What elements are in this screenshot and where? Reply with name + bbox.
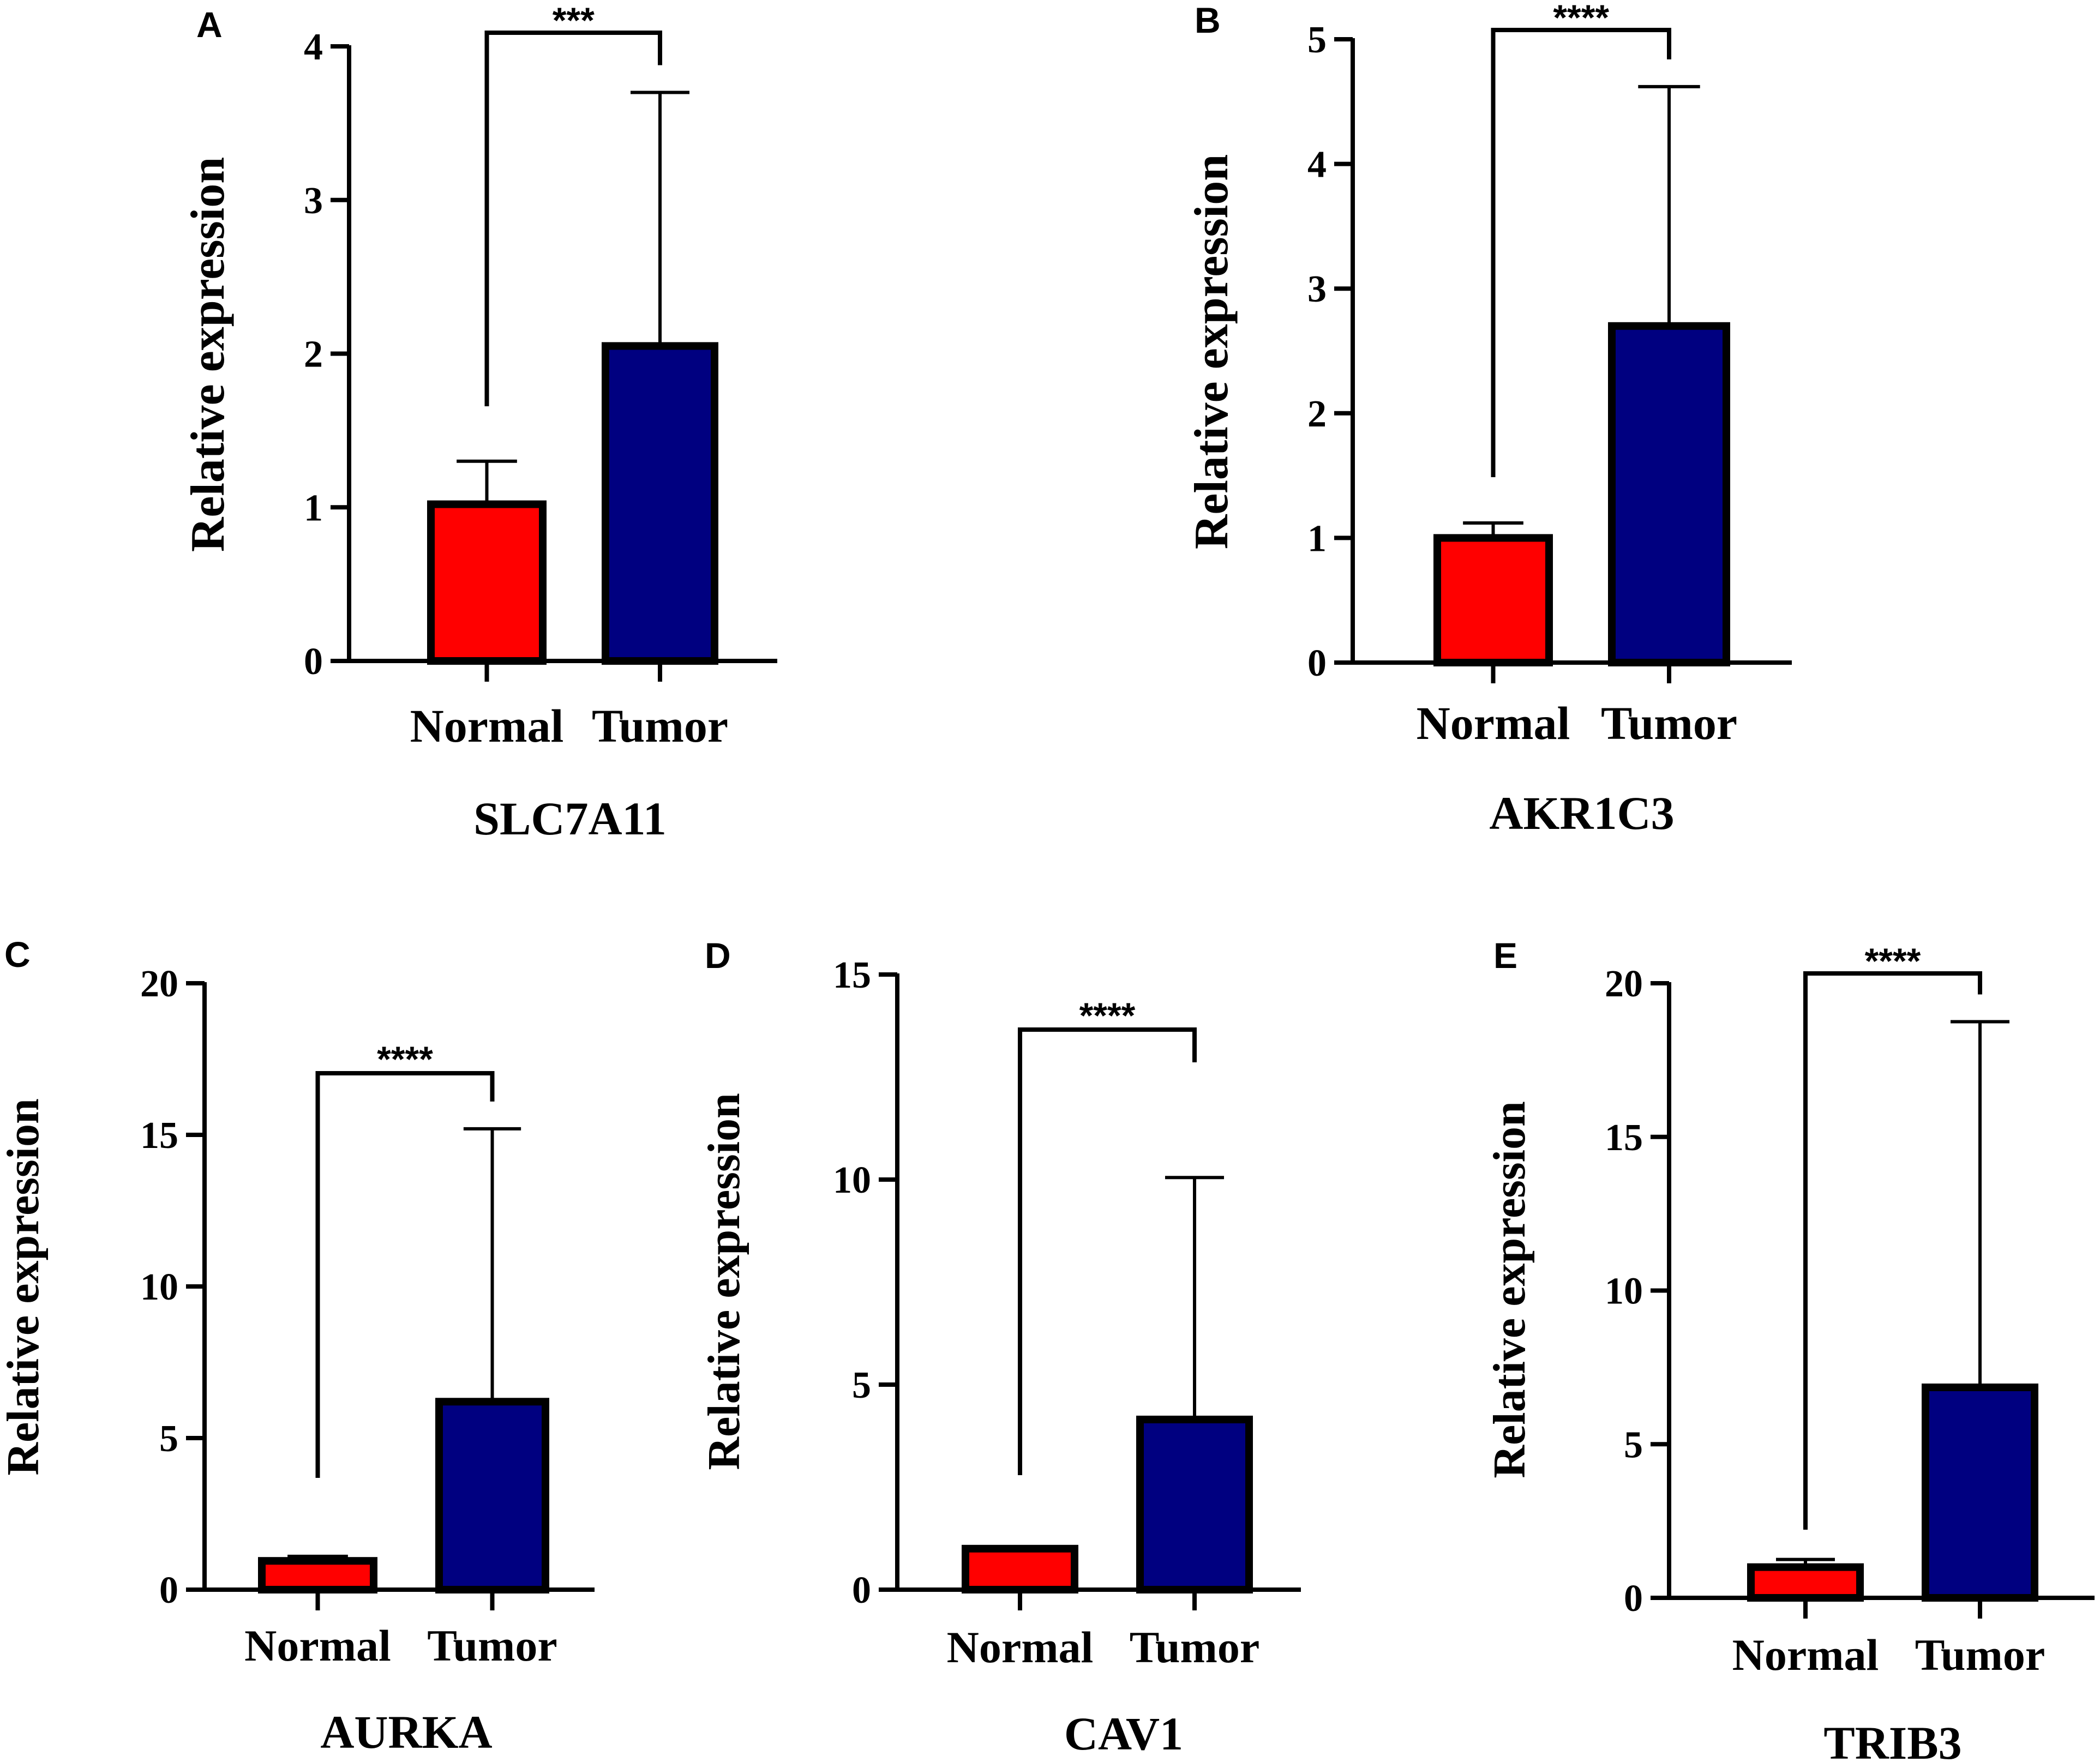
y-tick-label: 4: [304, 26, 323, 68]
y-tick-label: 5: [1624, 1424, 1643, 1466]
y-tick-label: 20: [140, 963, 178, 1005]
y-tick-label: 10: [833, 1159, 871, 1201]
y-tick-label: 10: [140, 1266, 178, 1308]
category-label-normal: Normal: [1732, 1630, 1879, 1680]
panel-letter: C: [4, 934, 31, 975]
chart-panel-b: B 0 1 2 3 4 5 Relative expression Normal Tumor ***…: [1185, 0, 1792, 839]
significance-bracket: [1491, 28, 1671, 477]
gene-label: CAV1: [1064, 1707, 1183, 1760]
y-axis-label: Relative expression: [1185, 154, 1238, 549]
chart-panel-e: E 0 5 10 15 20 Relative expression Normal Tumor *…: [1484, 935, 2095, 1762]
chart-panel-c: C 0 5 10 15 20 Relative expression Normal Tumor *…: [0, 934, 595, 1758]
y-axis-label: Relative expression: [1484, 1101, 1535, 1478]
category-label-tumor: Tumor: [1915, 1630, 2045, 1680]
y-tick-label: 0: [852, 1569, 871, 1611]
bar-tumor: [435, 1398, 549, 1594]
chart-panel-a: A 0 1 2 3 4 Relative expression Normal Tumor *** S…: [182, 0, 777, 845]
y-axis-label: Relative expression: [0, 1098, 49, 1475]
bar-normal: [962, 1544, 1078, 1594]
significance-label: ****: [1553, 0, 1609, 38]
category-label-tumor: Tumor: [427, 1621, 557, 1670]
y-tick-label: 3: [304, 180, 323, 222]
y-tick-label: 0: [1624, 1578, 1643, 1620]
gene-label: TRIB3: [1823, 1717, 1961, 1762]
bar-tumor: [602, 342, 718, 665]
category-label-tumor: Tumor: [1601, 697, 1737, 749]
panel-letter: E: [1493, 935, 1517, 976]
y-tick-label: 15: [833, 954, 871, 996]
significance-label: ***: [553, 0, 595, 40]
panel-letter: D: [705, 935, 731, 976]
significance-label: ****: [1079, 995, 1136, 1036]
significance-bracket: [315, 1071, 495, 1478]
bar-normal: [1433, 534, 1553, 667]
panel-letter: A: [196, 4, 223, 45]
category-label-normal: Normal: [1417, 697, 1570, 749]
significance-bracket: [1803, 971, 1982, 1530]
bar-tumor: [1136, 1415, 1253, 1593]
y-tick-label: 5: [159, 1418, 178, 1460]
y-tick-label: 2: [304, 334, 323, 376]
category-label-normal: Normal: [244, 1621, 391, 1670]
gene-label: AURKA: [320, 1706, 492, 1758]
category-label-tumor: Tumor: [1130, 1622, 1259, 1672]
bar-normal: [258, 1557, 377, 1593]
y-axis-label: Relative expression: [182, 157, 235, 552]
gene-label: AKR1C3: [1489, 787, 1674, 839]
bar-normal: [1747, 1563, 1864, 1602]
y-tick-label: 15: [140, 1115, 178, 1157]
y-tick-label: 5: [1307, 19, 1327, 61]
y-tick-label: 1: [304, 487, 323, 529]
y-tick-label: 20: [1605, 963, 1643, 1005]
bar-tumor: [1608, 322, 1730, 666]
bar-tumor: [1922, 1384, 2038, 1602]
y-tick-label: 15: [1605, 1117, 1643, 1159]
significance-label: ****: [377, 1039, 433, 1079]
y-axis-label: Relative expression: [699, 1093, 749, 1470]
y-tick-label: 2: [1307, 393, 1327, 435]
panel-letter: B: [1195, 0, 1221, 40]
y-tick-label: 0: [304, 641, 323, 683]
category-label-tumor: Tumor: [592, 700, 728, 752]
category-label-normal: Normal: [410, 700, 564, 752]
y-tick-label: 4: [1307, 144, 1327, 186]
chart-panel-d: D 0 5 10 15 Relative expression Normal Tumor ***…: [699, 935, 1301, 1760]
y-tick-label: 5: [852, 1364, 871, 1406]
gene-label: SLC7A11: [473, 792, 667, 845]
significance-label: ****: [1865, 941, 1921, 981]
y-tick-label: 1: [1307, 518, 1327, 560]
y-tick-label: 0: [1307, 642, 1327, 684]
y-tick-label: 3: [1307, 268, 1327, 310]
bar-normal: [427, 500, 547, 665]
significance-bracket: [1018, 1027, 1197, 1475]
significance-bracket: [484, 31, 662, 406]
y-tick-label: 0: [159, 1569, 178, 1611]
y-tick-label: 10: [1605, 1271, 1643, 1313]
category-label-normal: Normal: [947, 1622, 1094, 1672]
